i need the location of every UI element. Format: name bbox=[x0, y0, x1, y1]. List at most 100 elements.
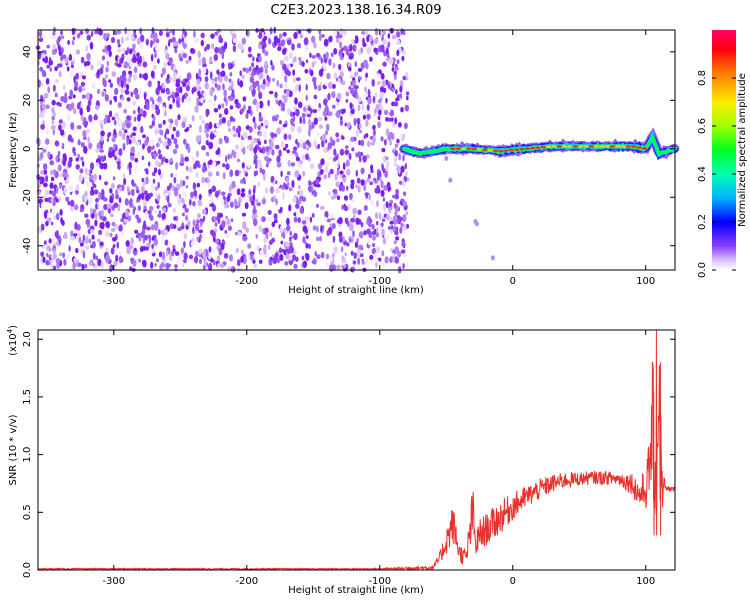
noise-dot bbox=[191, 115, 195, 122]
noise-dot bbox=[212, 259, 216, 266]
noise-dot bbox=[253, 121, 257, 130]
noise-dot bbox=[216, 160, 221, 165]
noise-dot bbox=[378, 109, 382, 116]
noise-dot bbox=[339, 170, 344, 175]
noise-dot bbox=[74, 221, 78, 230]
noise-dot bbox=[357, 185, 361, 193]
noise-dot bbox=[294, 84, 299, 91]
noise-dot bbox=[303, 107, 307, 112]
noise-dot bbox=[295, 152, 299, 158]
noise-dot bbox=[265, 146, 270, 152]
noise-dot bbox=[62, 252, 65, 259]
noise-dot bbox=[329, 255, 333, 263]
noise-dot bbox=[350, 217, 355, 223]
noise-dot bbox=[325, 123, 330, 132]
noise-dot bbox=[394, 246, 400, 254]
noise-dot bbox=[351, 38, 355, 45]
noise-dot bbox=[196, 218, 200, 226]
noise-dot bbox=[133, 110, 136, 115]
noise-dot bbox=[315, 203, 319, 208]
signal-peak-dot bbox=[519, 148, 525, 151]
noise-dot bbox=[55, 198, 59, 203]
noise-dot bbox=[251, 71, 255, 77]
signal-ridge bbox=[399, 127, 680, 261]
noise-dot bbox=[200, 97, 204, 104]
noise-dot bbox=[101, 188, 105, 197]
noise-dot bbox=[88, 197, 94, 205]
noise-dot bbox=[90, 30, 94, 38]
noise-dot bbox=[163, 49, 168, 54]
noise-dot bbox=[286, 39, 292, 46]
noise-dot bbox=[117, 102, 123, 108]
noise-dot bbox=[162, 207, 167, 213]
noise-dot bbox=[58, 119, 63, 124]
noise-dot bbox=[44, 211, 48, 219]
signal-peak-dot bbox=[477, 148, 482, 151]
spectrogram-x-label: Height of straight line (km) bbox=[288, 285, 424, 296]
noise-dot bbox=[279, 254, 284, 261]
noise-dot bbox=[362, 155, 367, 163]
noise-dot bbox=[82, 130, 87, 138]
noise-dot bbox=[293, 146, 298, 151]
noise-dot bbox=[305, 139, 310, 145]
noise-dot bbox=[185, 175, 189, 180]
y-tick-label: -40 bbox=[22, 238, 33, 254]
noise-dot bbox=[181, 121, 186, 129]
noise-dot bbox=[227, 153, 230, 160]
noise-dot bbox=[39, 152, 44, 159]
noise-dot bbox=[298, 84, 301, 92]
noise-dot bbox=[325, 262, 330, 268]
noise-dot bbox=[68, 184, 74, 193]
noise-dot bbox=[214, 46, 220, 54]
colorbar-label: Normalized spectral amplitude bbox=[737, 73, 748, 227]
noise-dot bbox=[58, 63, 63, 68]
noise-dot bbox=[330, 195, 336, 200]
noise-dot bbox=[42, 163, 48, 171]
noise-dot bbox=[138, 235, 142, 242]
noise-dot bbox=[298, 57, 302, 61]
signal-peak-dot bbox=[588, 145, 594, 148]
noise-dot bbox=[95, 197, 99, 203]
noise-dot bbox=[230, 218, 234, 223]
noise-dot bbox=[313, 42, 317, 49]
y-tick-label: 0.0 bbox=[22, 562, 33, 578]
noise-dot bbox=[263, 42, 267, 49]
noise-dot bbox=[239, 70, 242, 77]
noise-dot bbox=[101, 55, 106, 61]
noise-dot bbox=[387, 41, 391, 48]
noise-dot bbox=[133, 66, 138, 74]
noise-dot bbox=[104, 74, 108, 80]
noise-dot bbox=[61, 142, 65, 150]
noise-dot bbox=[185, 214, 189, 221]
noise-dot bbox=[224, 136, 229, 144]
noise-dot bbox=[339, 27, 344, 35]
noise-dot bbox=[231, 149, 235, 154]
noise-dot bbox=[341, 52, 345, 58]
noise-dot bbox=[124, 198, 129, 206]
noise-dot bbox=[222, 83, 225, 91]
noise-dot bbox=[150, 70, 155, 78]
noise-dot bbox=[147, 210, 152, 215]
noise-dot bbox=[205, 110, 209, 118]
noise-dot bbox=[151, 121, 155, 127]
noise-dot bbox=[385, 165, 389, 173]
noise-dot bbox=[363, 134, 366, 140]
noise-dot bbox=[216, 84, 221, 91]
noise-dot bbox=[208, 246, 212, 253]
noise-dot bbox=[305, 235, 309, 239]
noise-dot bbox=[318, 29, 322, 35]
noise-dot bbox=[242, 169, 246, 175]
noise-dot bbox=[355, 169, 359, 177]
noise-dot bbox=[43, 92, 49, 99]
noise-dot bbox=[363, 230, 367, 236]
noise-dot bbox=[285, 55, 288, 61]
noise-dot bbox=[128, 161, 132, 170]
snr-scale-exponent: 4 bbox=[6, 328, 14, 333]
noise-dot bbox=[272, 256, 278, 265]
noise-dot bbox=[49, 182, 54, 189]
noise-dot bbox=[245, 227, 249, 233]
noise-dot bbox=[153, 192, 157, 197]
noise-dot bbox=[185, 85, 190, 92]
noise-dot bbox=[67, 134, 73, 142]
noise-dot bbox=[293, 232, 298, 241]
